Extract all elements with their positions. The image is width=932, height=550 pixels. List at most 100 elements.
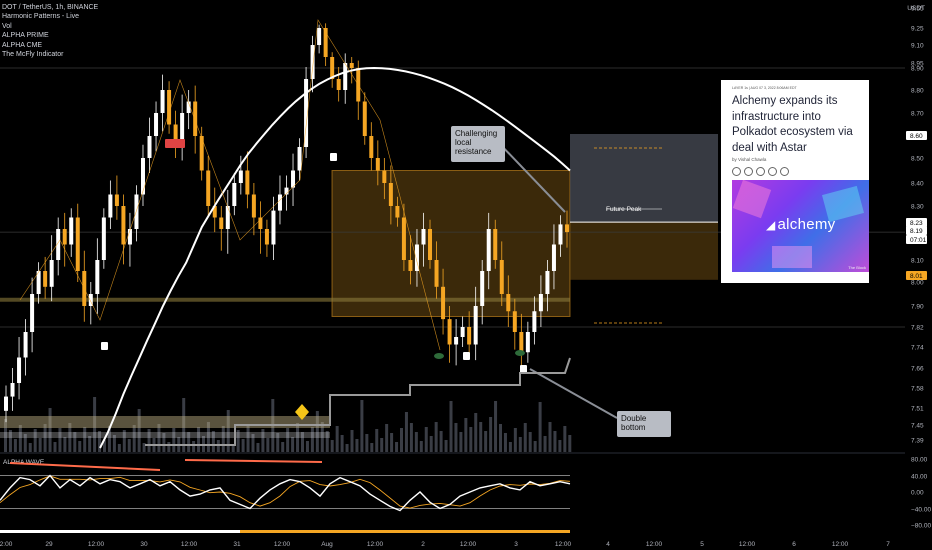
price-tag-label: 8.60 xyxy=(910,133,923,140)
candle-body xyxy=(428,229,433,260)
zone-label: Future Peak xyxy=(606,206,642,213)
volume-bar xyxy=(38,438,42,452)
candle-body xyxy=(271,210,276,245)
time-tick-label: 12:00 xyxy=(367,541,384,548)
volume-bar xyxy=(4,419,7,452)
volume-bar xyxy=(553,431,557,452)
legend-indicator[interactable]: ALPHA CME xyxy=(2,41,43,49)
time-tick-label: 12:00 xyxy=(274,541,291,548)
candle-body xyxy=(330,57,335,79)
volume-bar xyxy=(489,417,493,452)
candle-body xyxy=(75,217,80,271)
candle-body xyxy=(251,194,256,218)
volume-bar xyxy=(266,438,270,452)
news-headline[interactable]: Alchemy expands its infrastructure into … xyxy=(732,95,853,154)
volume-bar xyxy=(380,438,384,452)
volume-bar xyxy=(83,427,87,452)
candle-body xyxy=(193,101,198,136)
callout-line: bottom xyxy=(621,423,646,432)
price-tag-label: 8.19 xyxy=(910,228,923,235)
legend-indicator[interactable]: ALPHA PRIME xyxy=(2,32,49,40)
volume-bar xyxy=(78,441,82,452)
time-tick-label: 12:00 xyxy=(181,541,198,548)
volume-bar xyxy=(444,440,448,452)
price-tick-label: 8.95 xyxy=(911,61,924,68)
candle-body xyxy=(114,194,119,206)
candle-body xyxy=(382,170,387,183)
pattern-marker xyxy=(463,352,470,360)
price-tick-label: 7.39 xyxy=(911,438,924,445)
candle-body xyxy=(506,294,511,312)
oscillator-panel: ALPHA WAVE xyxy=(0,459,571,533)
facebook-icon[interactable] xyxy=(744,167,753,176)
volume-bar xyxy=(400,428,403,452)
double-bottom-callout[interactable]: Double bottom xyxy=(617,411,671,437)
candle-body xyxy=(23,332,28,358)
news-byline[interactable]: by Vishal Chawla xyxy=(732,157,767,162)
candle-body xyxy=(173,124,178,147)
link-icon[interactable] xyxy=(780,167,789,176)
volume-bar xyxy=(261,429,265,452)
volume-bar xyxy=(469,427,473,452)
candle-body xyxy=(10,383,15,397)
resistance-callout[interactable]: Challenging local resistance xyxy=(451,126,505,162)
volume-bar xyxy=(251,434,255,452)
candle-body xyxy=(467,327,472,345)
time-axis[interactable]: 2:00 29 12:00 30 12:00 31 12:00 Aug 12:00 2 12:00 3… xyxy=(0,541,890,548)
legend-symbol[interactable]: DOT / TetherUS, 1h, BINANCE xyxy=(2,4,99,11)
legend-indicator[interactable]: Harmonic Patterns - Live xyxy=(2,13,80,21)
image-shape xyxy=(772,246,812,268)
chart-legend[interactable]: DOT / TetherUS, 1h, BINANCE Harmonic Pat… xyxy=(2,3,98,59)
volume-bar xyxy=(162,433,166,452)
print-icon[interactable] xyxy=(732,167,741,176)
candle-body xyxy=(264,229,269,245)
volume-bar xyxy=(543,436,547,452)
pattern-marker xyxy=(101,342,108,350)
volume-bar xyxy=(281,442,285,452)
volume-bar xyxy=(310,427,314,452)
volume-bar xyxy=(132,425,136,452)
volume-bar xyxy=(350,430,354,452)
oscillator-tick-label: 40.00 xyxy=(911,474,928,481)
legend-indicator[interactable]: Vol xyxy=(2,22,12,30)
time-tick-label: 2:00 xyxy=(0,541,13,548)
volume-bar xyxy=(33,429,37,452)
volume-bar xyxy=(464,418,468,452)
time-tick-label: 30 xyxy=(140,541,148,548)
callout-line: Double xyxy=(621,414,647,423)
candle-body xyxy=(167,90,172,125)
candle-body xyxy=(434,260,439,287)
volume-bar xyxy=(28,443,32,452)
price-tag-label: 8.01 xyxy=(910,273,923,280)
share-icons xyxy=(732,167,789,176)
volume-bar xyxy=(231,444,235,452)
volume-bar xyxy=(137,409,141,452)
callout-pointer xyxy=(496,140,566,213)
volume-bar xyxy=(538,402,542,452)
candle-body xyxy=(565,224,569,233)
price-axis[interactable]: 9.55 9.25 9.10 8.958.90 8.80 8.70 8.60 8.50 8.40… xyxy=(906,6,931,530)
news-card[interactable]: LAYER 1s | AUG 07 3, 2022 8:06AM EDT Alc… xyxy=(721,80,869,283)
time-tick-label: 29 xyxy=(45,541,53,548)
legend-indicator[interactable]: The McFly Indicator xyxy=(2,51,64,59)
resistance-zone: Future Peak xyxy=(0,134,718,324)
twitter-icon[interactable] xyxy=(756,167,765,176)
candle-body xyxy=(219,217,224,229)
volume-bar xyxy=(449,401,453,452)
price-tag-label: 07:01 xyxy=(910,237,927,244)
volume-bar xyxy=(414,432,418,452)
candle-body xyxy=(17,357,22,383)
time-tick-label: Aug xyxy=(321,541,333,548)
volume-bar xyxy=(330,440,334,452)
linkedin-icon[interactable] xyxy=(768,167,777,176)
volume-bar xyxy=(548,422,552,452)
price-tick-label: 9.10 xyxy=(911,43,924,50)
candle-body xyxy=(421,229,426,245)
candle-body xyxy=(473,306,478,345)
candle-body xyxy=(336,79,341,90)
candle-body xyxy=(140,158,145,195)
volume-bar xyxy=(409,423,413,452)
volume-bar xyxy=(375,429,379,452)
volume-bar xyxy=(301,432,304,452)
volume-bar xyxy=(340,435,344,452)
